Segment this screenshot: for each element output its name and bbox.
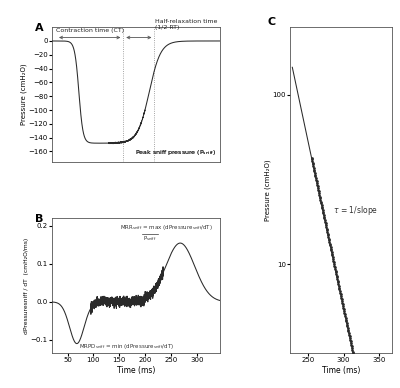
Text: $\tau$ = 1/slope: $\tau$ = 1/slope bbox=[333, 204, 378, 217]
Text: MRPD$_{\mathrm{sniff}}$ = min (dPressure$_{\mathrm{sniff}}$/dT): MRPD$_{\mathrm{sniff}}$ = min (dPressure… bbox=[79, 342, 174, 351]
Text: Half-relaxation time
(1/2 RT): Half-relaxation time (1/2 RT) bbox=[155, 19, 218, 30]
Text: Peak sniff pressure (P$_{\mathrm{sniff}}$): Peak sniff pressure (P$_{\mathrm{sniff}}… bbox=[135, 147, 216, 156]
Text: MRR$_{\mathrm{sniff}}$ = max (dPressure$_{\mathrm{sniff}}$/dT): MRR$_{\mathrm{sniff}}$ = max (dPressure$… bbox=[120, 223, 213, 232]
Text: B: B bbox=[35, 214, 44, 224]
Text: Peak sniff pressure (P$_{\mathrm{sniff}}$): Peak sniff pressure (P$_{\mathrm{sniff}}… bbox=[135, 147, 216, 156]
Text: C: C bbox=[268, 17, 276, 28]
X-axis label: Time (ms): Time (ms) bbox=[117, 366, 155, 375]
Y-axis label: Pressure (cmH₂O): Pressure (cmH₂O) bbox=[265, 159, 271, 221]
Y-axis label: Pressure (cmH₂O): Pressure (cmH₂O) bbox=[20, 64, 27, 125]
X-axis label: Time (ms): Time (ms) bbox=[322, 366, 360, 375]
Text: A: A bbox=[35, 23, 44, 33]
Y-axis label: dPressuresniff / dT  (cmH₂O/ms): dPressuresniff / dT (cmH₂O/ms) bbox=[24, 237, 29, 334]
Text: Contraction time (CT): Contraction time (CT) bbox=[56, 28, 124, 33]
Text: P$_{\mathrm{sniff}}$: P$_{\mathrm{sniff}}$ bbox=[144, 234, 157, 242]
